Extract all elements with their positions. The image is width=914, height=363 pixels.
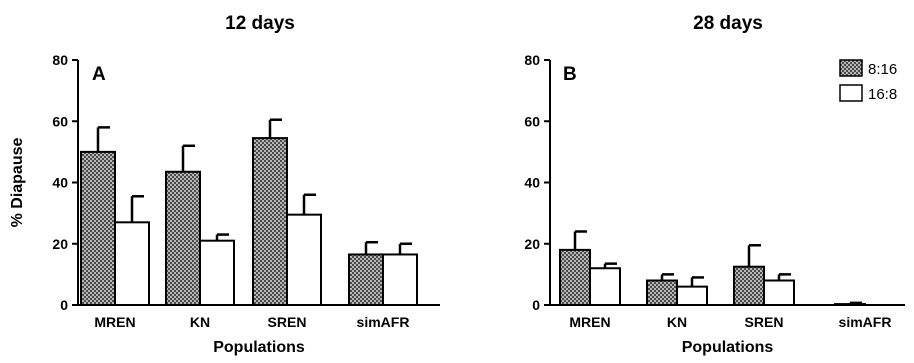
y-tick-label: 40 (52, 175, 68, 191)
x-tick-label-mren: MREN (569, 314, 610, 330)
bar-long-day-simafr (382, 253, 418, 306)
y-tick-label: 80 (52, 52, 68, 68)
x-tick-label-simafr: simAFR (357, 314, 410, 330)
bar-long-day-mren (589, 267, 621, 306)
y-tick-label: 60 (52, 113, 68, 129)
legend-swatch (839, 84, 863, 102)
x-tick-label-kn: KN (190, 314, 210, 330)
x-tick-label-mren: MREN (94, 314, 135, 330)
legend-label: 8:16 (868, 61, 897, 78)
legend-label: 16:8 (868, 86, 897, 103)
y-tick-label: 40 (524, 175, 540, 191)
bar-long-day-mren (114, 221, 150, 306)
panel-label: B (563, 64, 577, 85)
x-tick-label-sren: SREN (268, 314, 307, 330)
y-tick-label: 20 (524, 236, 540, 252)
chart-panel-12-days: 12 days A 0 20 40 60 80 % Diapause MREN KN SREN sim… (9, 13, 440, 356)
x-axis-label: Populations (682, 339, 774, 356)
bar-long-day-sren (286, 213, 322, 306)
x-axis-label: Populations (213, 339, 305, 356)
bar-long-day-sren (763, 279, 795, 306)
bar-short-day-mren (559, 248, 591, 306)
bar-short-day-sren (252, 137, 288, 306)
bar-short-day-sren (733, 265, 765, 306)
y-tick-label: 20 (52, 236, 68, 252)
chart-title: 28 days (693, 13, 763, 34)
bar-short-day-simafr (348, 253, 384, 306)
y-tick-label: 0 (532, 297, 540, 313)
bar-long-day-kn (199, 239, 235, 306)
x-tick-label-sren: SREN (745, 314, 784, 330)
chart-panel-28-days: 28 days B 0 20 40 60 80 MREN KN SREN simAFR Populat… (524, 13, 905, 356)
y-tick-label: 60 (524, 113, 540, 129)
bar-short-day-kn (165, 170, 201, 306)
x-tick-label-kn: KN (667, 314, 687, 330)
bar-long-day-kn (676, 285, 708, 306)
bar-short-day-simafr (834, 303, 866, 306)
y-axis-label: % Diapause (9, 137, 26, 227)
panel-label: A (92, 64, 106, 85)
chart-title: 12 days (225, 13, 295, 34)
bar-short-day-kn (646, 279, 678, 306)
y-tick-label: 0 (60, 297, 68, 313)
bar-short-day-mren (80, 150, 116, 306)
y-tick-label: 80 (524, 52, 540, 68)
x-tick-label-simafr: simAFR (839, 314, 892, 330)
legend-swatch (839, 59, 863, 77)
